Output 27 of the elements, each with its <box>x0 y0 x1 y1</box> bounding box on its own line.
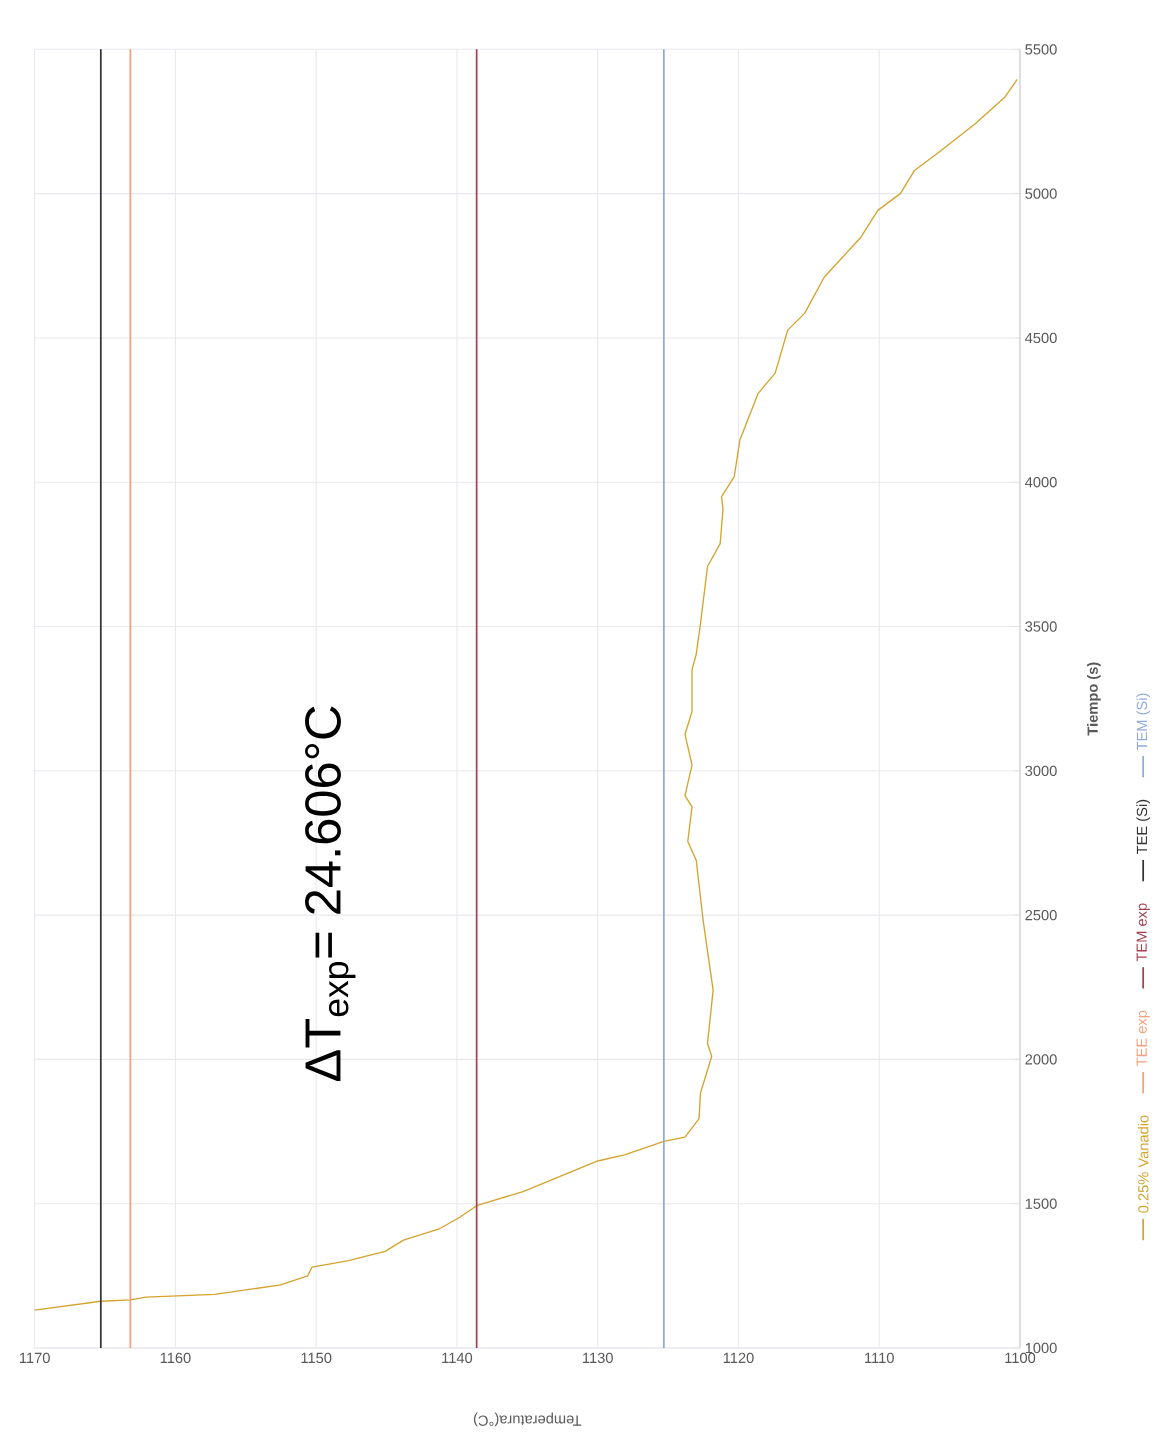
text: TEE exp <box>1136 1010 1150 1067</box>
line-series <box>34 78 1019 1311</box>
x-axis-title: Temperatura(°C) <box>474 1412 582 1427</box>
text: TEM exp <box>1136 903 1150 962</box>
y-tick-label: 3000 <box>1025 765 1057 776</box>
x-tick-label: 1100 <box>1005 1352 1036 1364</box>
y-tick-label: 5000 <box>1025 188 1057 199</box>
x-tick-label: 1120 <box>723 1352 754 1364</box>
x-tick-label: 1110 <box>865 1352 895 1364</box>
text: 0.25% Vanadio <box>1137 1115 1149 1213</box>
y-axis-title: Tiempo (s) <box>1087 662 1101 736</box>
y-tick-label: 5500 <box>1025 44 1057 55</box>
annotation: ΔT$_{exp}$= 24.606°C <box>305 706 356 1082</box>
y-tick-label: 1500 <box>1025 1198 1057 1209</box>
x-tick-label: 1150 <box>301 1352 332 1364</box>
y-tick-label: 2000 <box>1025 1054 1057 1065</box>
text: TEE (Si) <box>1136 799 1151 855</box>
x-tick-label: 1160 <box>160 1352 191 1364</box>
y-tick-label: 1000 <box>1025 1342 1057 1354</box>
x-tick-label: 1140 <box>442 1352 473 1364</box>
y-tick-label: 4500 <box>1025 332 1057 344</box>
text: TEM (Si) <box>1136 693 1151 751</box>
x-tick-label: 1130 <box>583 1352 614 1364</box>
y-tick-label: 2500 <box>1025 909 1057 921</box>
y-tick-label: 4000 <box>1025 477 1057 488</box>
y-tick-label: 3500 <box>1025 621 1057 632</box>
x-tick-label: 1170 <box>20 1352 50 1364</box>
